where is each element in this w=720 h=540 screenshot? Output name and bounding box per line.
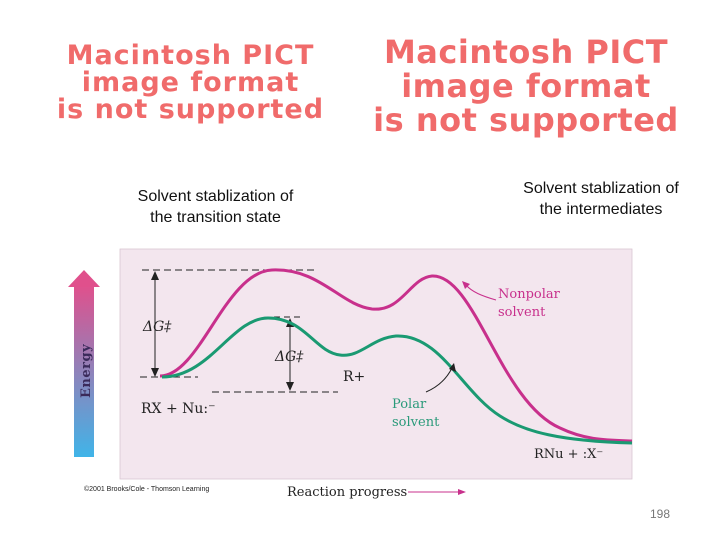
placeholder-line: Macintosh PICT bbox=[383, 33, 669, 71]
unsupported-image-placeholder-left: Macintosh PICT image format is not suppo… bbox=[18, 42, 363, 123]
reactants-label: RX + Nu:⁻ bbox=[141, 401, 216, 417]
nonpolar-pointer bbox=[465, 284, 497, 301]
delta-g-lower-arrowhead-bottom bbox=[286, 382, 294, 391]
x-axis-arrowhead bbox=[458, 489, 466, 495]
placeholder-line: image format bbox=[81, 67, 300, 98]
caption-line: the transition state bbox=[150, 209, 281, 226]
unsupported-image-placeholder-right: Macintosh PICT image format is not suppo… bbox=[362, 36, 690, 138]
x-axis-label: Reaction progress bbox=[287, 485, 407, 500]
nonpolar-pointer-head bbox=[462, 281, 470, 289]
delta-g-upper-arrowhead-top bbox=[151, 271, 159, 280]
polar-pointer bbox=[425, 367, 453, 393]
page-number: 198 bbox=[650, 507, 671, 521]
energy-label: Energy bbox=[79, 344, 94, 398]
caption-line: Solvent stablization of bbox=[523, 180, 679, 197]
products-label: RNu + :X⁻ bbox=[534, 447, 603, 462]
placeholder-line: is not supported bbox=[373, 101, 679, 139]
polar-pointer-head bbox=[449, 363, 456, 372]
caption-line: Solvent stablization of bbox=[137, 188, 294, 205]
nonpolar-label-line2: solvent bbox=[498, 305, 546, 320]
energy-arrow-shaft bbox=[74, 285, 94, 457]
delta-g-lower-label: ΔG‡ bbox=[274, 349, 304, 365]
placeholder-line: Macintosh PICT bbox=[66, 40, 315, 71]
energy-arrow-head bbox=[68, 270, 100, 287]
nonpolar-label-line1: Nonpolar bbox=[498, 287, 561, 302]
intermediate-label: R+ bbox=[343, 369, 365, 385]
delta-g-upper-arrowhead-bottom bbox=[151, 368, 159, 377]
delta-g-upper-label: ΔG‡ bbox=[142, 319, 172, 335]
polar-label-line1: Polar bbox=[392, 397, 427, 412]
copyright-notice: ©2001 Brooks/Cole - Thomson Learning bbox=[84, 486, 210, 493]
caption-intermediates: Solvent stablization of the intermediate… bbox=[486, 178, 716, 220]
diagram-panel bbox=[119, 248, 633, 480]
nonpolar-solvent-curve bbox=[159, 268, 633, 443]
polar-label-line2: solvent bbox=[392, 415, 440, 430]
placeholder-line: image format bbox=[401, 67, 651, 105]
polar-solvent-curve bbox=[161, 316, 633, 445]
caption-line: the intermediates bbox=[539, 201, 663, 218]
caption-transition-state: Solvent stablization of the transition s… bbox=[108, 186, 323, 228]
placeholder-line: is not supported bbox=[56, 94, 325, 125]
